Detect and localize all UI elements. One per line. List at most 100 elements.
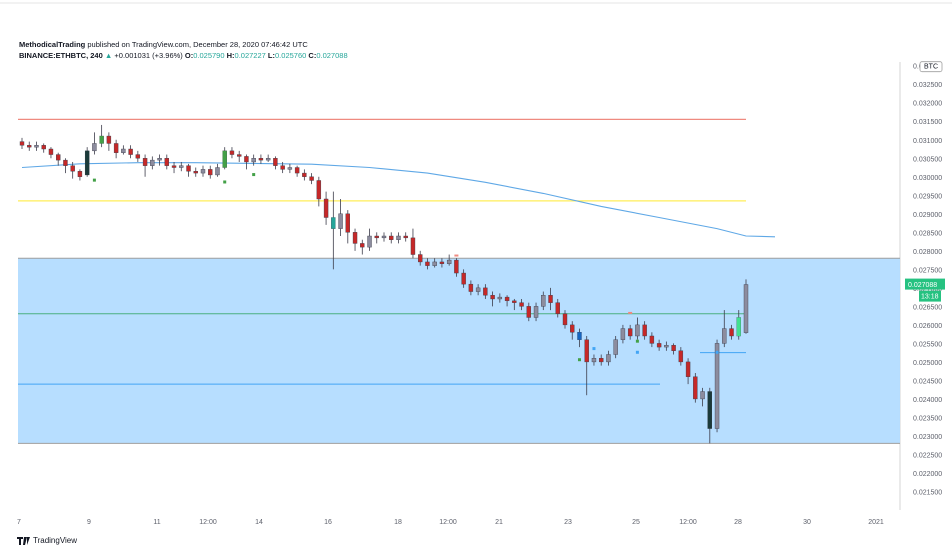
high-value: 0.027227 xyxy=(234,51,266,60)
moving-average-line xyxy=(21,162,776,238)
up-arrow-icon: ▲ xyxy=(104,51,113,60)
time-tick-label: 30 xyxy=(803,519,811,526)
price-tick-label: 0.028000 xyxy=(913,249,942,256)
candle-body xyxy=(142,158,148,166)
symbol-label: BINANCE:ETHBTC, 240 xyxy=(19,51,103,60)
candle-body xyxy=(432,261,437,266)
candle-body xyxy=(519,302,524,307)
highlight-candle xyxy=(99,136,104,144)
open-value: 0.025790 xyxy=(193,51,225,60)
candle-body xyxy=(150,159,155,166)
highlight-candle xyxy=(577,332,582,340)
candle-body xyxy=(135,154,141,159)
price-tick-label: 0.031000 xyxy=(913,138,942,145)
ohlc-legend: BINANCE:ETHBTC, 240 ▲ +0.001031 (+3.96%)… xyxy=(19,51,348,60)
price-chart[interactable]: 0.032500 0.032000 0.031500 0.031000 0.030500… xyxy=(0,0,952,530)
high-label: H: xyxy=(226,51,235,60)
candle-body xyxy=(352,232,358,244)
price-tick-label: 0.023000 xyxy=(913,434,942,441)
candle-body xyxy=(729,328,734,337)
price-tick-label: 0.022500 xyxy=(913,452,942,459)
candle-body xyxy=(200,169,206,174)
candle-body xyxy=(635,324,640,337)
signal-marker xyxy=(592,347,596,351)
candle-body xyxy=(468,283,474,292)
candle-body xyxy=(483,287,488,296)
signal-marker xyxy=(715,350,719,354)
candle-body xyxy=(584,339,589,363)
candle-body xyxy=(128,148,133,155)
price-tick-label: 0.023500 xyxy=(913,415,942,422)
candle-body xyxy=(743,284,749,333)
candle-body xyxy=(164,158,170,166)
candle-body xyxy=(360,243,365,248)
time-tick-label: 11 xyxy=(153,519,160,526)
candle-body xyxy=(656,343,662,348)
time-tick-label: 21 xyxy=(495,519,503,526)
candle-body xyxy=(244,156,249,163)
time-tick-label: 7 xyxy=(17,519,21,526)
candle-body xyxy=(121,148,126,153)
candle-body xyxy=(533,306,539,318)
candle-body xyxy=(63,159,68,166)
candle-body xyxy=(591,357,597,363)
author-name: MethodicalTrading xyxy=(19,40,86,49)
candle-body xyxy=(193,171,198,174)
time-tick-label: 18 xyxy=(394,519,402,526)
candle-body xyxy=(236,154,242,157)
signal-marker xyxy=(577,358,581,362)
candle-body xyxy=(251,158,256,163)
candle-body xyxy=(27,145,32,148)
candle-body xyxy=(620,328,626,340)
candle-body xyxy=(396,235,401,240)
last-price-label: 0.027088 xyxy=(908,282,937,289)
candle-body xyxy=(389,235,394,240)
candle-body xyxy=(106,135,112,144)
candle-body xyxy=(410,237,416,255)
candle-body xyxy=(526,306,531,318)
price-tick-label: 0.030000 xyxy=(913,175,942,182)
candle-body xyxy=(171,165,177,168)
price-tick-label: 0.028500 xyxy=(913,230,942,237)
candle-body xyxy=(418,254,423,263)
candle-body xyxy=(649,335,655,344)
candle-body xyxy=(555,302,560,314)
candle-body xyxy=(70,165,75,172)
candle-body xyxy=(722,328,727,344)
time-tick-label: 12:00 xyxy=(199,519,217,526)
last-price-badge xyxy=(905,278,945,290)
publish-text: published on TradingView.com, December 2… xyxy=(87,40,308,49)
countdown-label: 13:18 xyxy=(921,294,939,301)
candle-body xyxy=(48,148,54,155)
price-tick-label: 0.021500 xyxy=(913,489,942,496)
time-tick-label: 12:00 xyxy=(439,519,457,526)
price-tick-label: 0.032500 xyxy=(913,82,942,89)
candle-body xyxy=(425,261,430,266)
tradingview-icon xyxy=(17,536,30,545)
candle-body xyxy=(19,141,25,146)
candle-body xyxy=(338,213,343,229)
candle-body xyxy=(41,145,46,150)
price-tick-label: 0.032000 xyxy=(913,101,942,108)
candle-body xyxy=(613,339,618,355)
price-tick-label: 0.024000 xyxy=(913,397,942,404)
candle-body xyxy=(512,300,517,303)
signal-marker xyxy=(628,311,633,314)
price-tick-label: 0.025000 xyxy=(913,360,942,367)
candle-body xyxy=(367,235,372,248)
candle-body xyxy=(693,376,698,400)
price-tick-label: 0.030500 xyxy=(913,156,942,163)
currency-badge xyxy=(919,61,943,73)
time-tick-label: 2021 xyxy=(868,519,884,526)
time-tick-label: 28 xyxy=(734,519,742,526)
candle-body xyxy=(548,295,553,303)
candle-body xyxy=(302,172,307,177)
candle-body xyxy=(490,295,495,300)
price-tick-label: 0.027500 xyxy=(913,267,942,274)
candle-body xyxy=(606,354,611,363)
close-label: C: xyxy=(308,51,317,60)
candle-body xyxy=(671,345,676,351)
price-tick-label: 0.026000 xyxy=(913,323,942,330)
time-tick-label: 12:00 xyxy=(679,519,697,526)
candle-body xyxy=(316,180,322,200)
